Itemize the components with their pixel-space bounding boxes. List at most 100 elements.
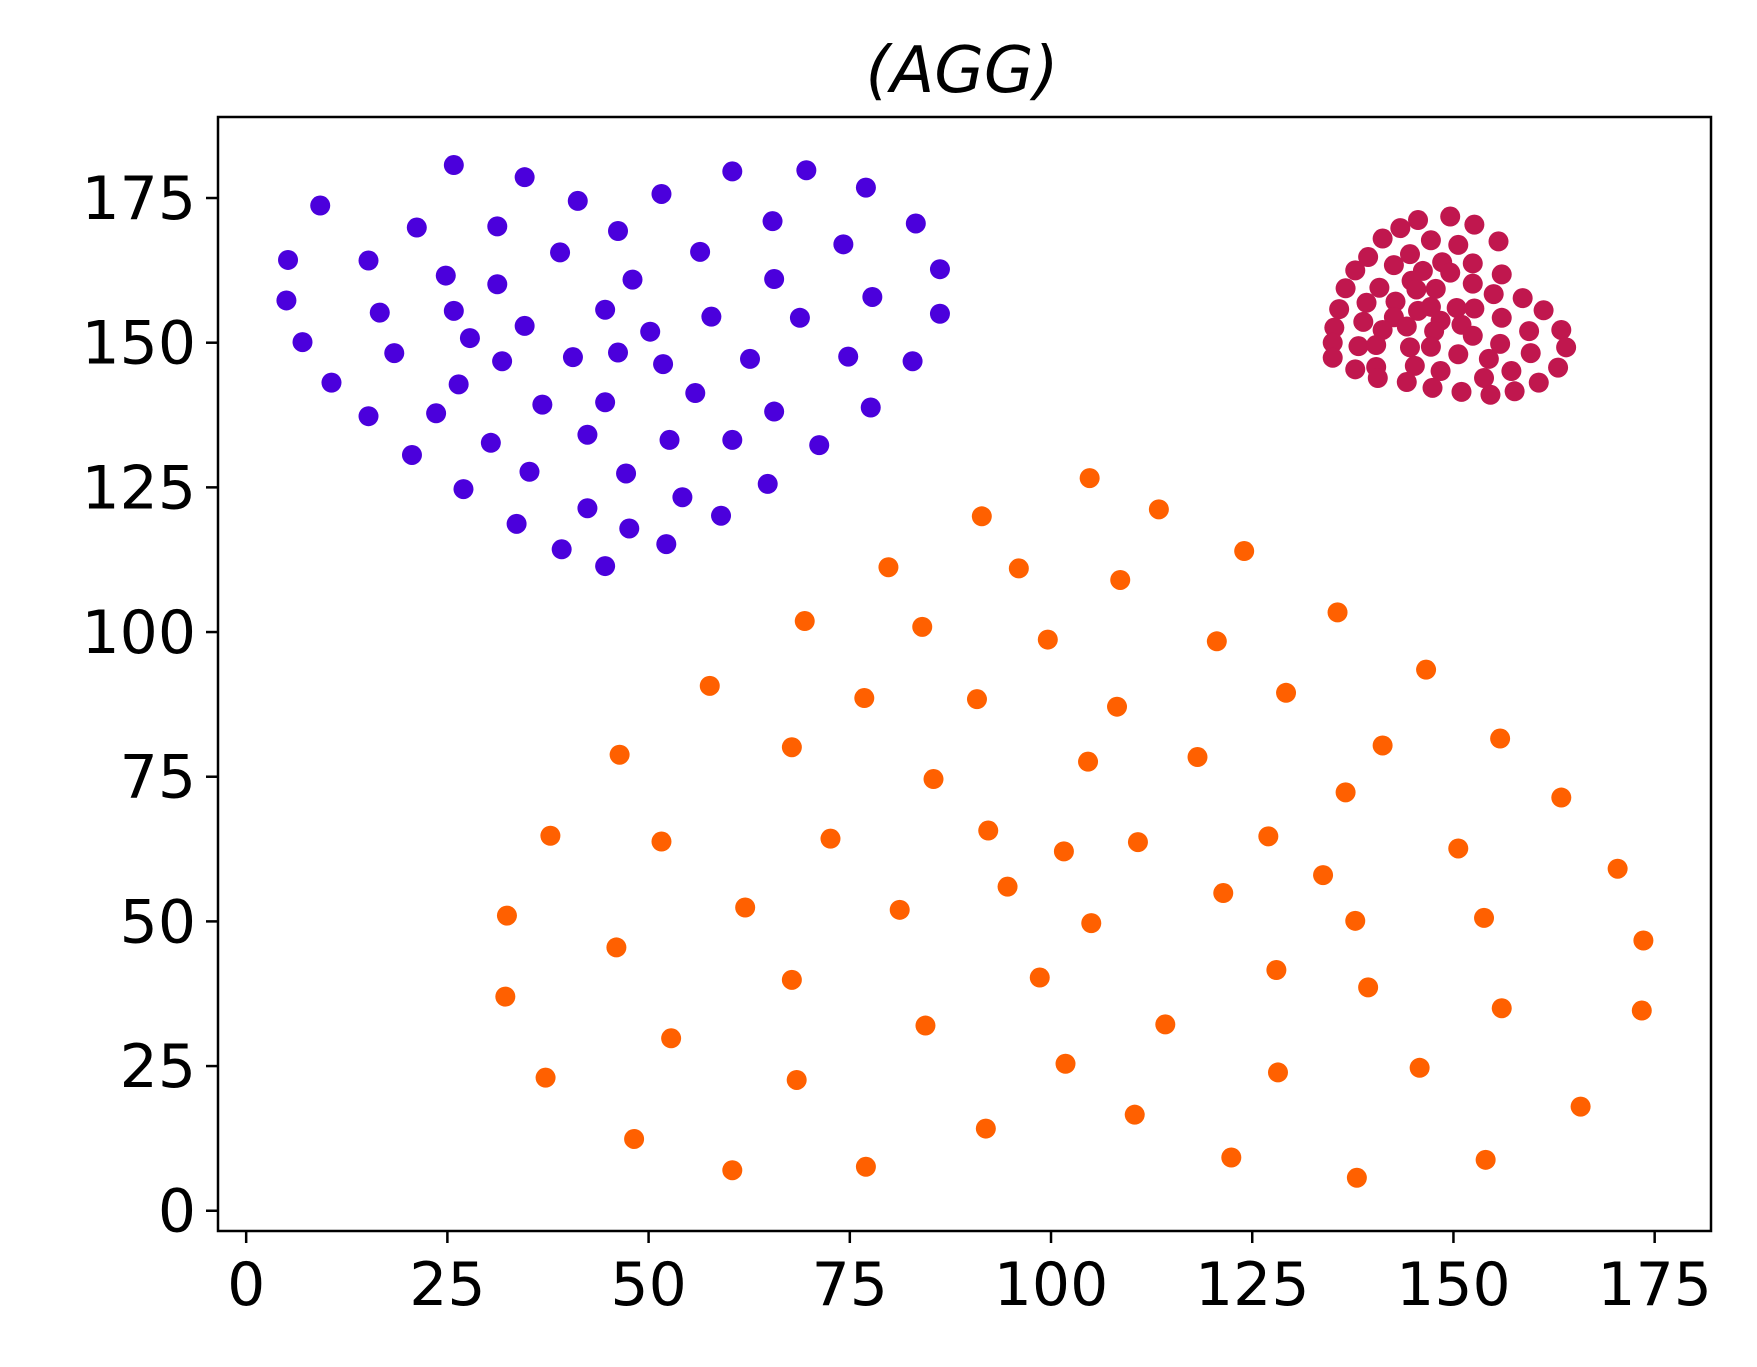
data-point	[1548, 357, 1569, 378]
data-point	[1409, 1057, 1430, 1078]
y-tick-label: 0	[158, 1177, 196, 1247]
data-point	[1353, 311, 1374, 332]
data-points	[276, 155, 1654, 1188]
data-point	[1491, 307, 1512, 328]
data-point	[1440, 262, 1461, 283]
data-point	[1396, 316, 1417, 337]
data-point	[1234, 541, 1255, 562]
x-tick-label: 75	[812, 1250, 888, 1320]
data-point	[889, 899, 910, 920]
data-point	[796, 160, 817, 181]
data-point	[786, 1069, 807, 1090]
data-point	[1478, 348, 1499, 369]
data-point	[1110, 569, 1131, 590]
data-point	[640, 321, 661, 342]
data-point	[690, 241, 711, 262]
data-point	[1107, 696, 1128, 717]
data-point	[762, 211, 783, 232]
data-point	[1462, 253, 1483, 274]
data-point	[1425, 278, 1446, 299]
data-point	[672, 487, 693, 508]
data-point	[1633, 930, 1654, 951]
data-point	[1345, 910, 1366, 931]
data-point	[860, 397, 881, 418]
x-tick-label: 175	[1597, 1250, 1712, 1320]
data-point	[966, 689, 987, 710]
data-point	[1474, 367, 1495, 388]
data-point	[487, 274, 508, 295]
data-point	[514, 315, 535, 336]
data-point	[701, 306, 722, 327]
data-point	[1491, 264, 1512, 285]
data-point	[514, 167, 535, 188]
data-point	[1420, 230, 1441, 251]
data-point	[535, 1067, 556, 1088]
data-point	[1345, 359, 1366, 380]
data-point	[1501, 361, 1522, 382]
data-point	[1399, 244, 1420, 265]
data-point	[540, 825, 561, 846]
data-point	[809, 435, 830, 456]
data-point	[1213, 883, 1234, 904]
data-point	[519, 461, 540, 482]
data-point	[1127, 832, 1148, 853]
data-point	[1462, 325, 1483, 346]
data-point	[735, 897, 756, 918]
data-point	[1446, 297, 1467, 318]
data-point	[699, 675, 720, 696]
x-tick-label: 25	[409, 1250, 485, 1320]
data-point	[1512, 288, 1533, 309]
data-point	[492, 351, 513, 372]
data-point	[1348, 336, 1369, 357]
x-tick-label: 150	[1396, 1250, 1511, 1320]
x-tick-label: 50	[610, 1250, 686, 1320]
data-point	[1520, 343, 1541, 364]
data-point	[1491, 998, 1512, 1019]
data-point	[532, 394, 553, 415]
data-point	[619, 518, 640, 539]
data-point	[1528, 372, 1549, 393]
data-point	[1372, 228, 1393, 249]
data-point	[577, 498, 598, 519]
data-point	[384, 343, 405, 364]
data-point	[1408, 210, 1429, 231]
data-point	[435, 265, 456, 286]
data-point	[651, 831, 672, 852]
data-point	[550, 242, 571, 263]
data-point	[1206, 631, 1227, 652]
data-point	[1533, 300, 1554, 321]
data-point	[1008, 558, 1029, 579]
data-point	[595, 556, 616, 577]
data-point	[1148, 499, 1169, 520]
data-point	[1483, 284, 1504, 305]
data-point	[1464, 214, 1485, 235]
data-point	[443, 300, 464, 321]
y-tick-label: 100	[81, 598, 196, 668]
data-point	[854, 688, 875, 709]
data-point	[1258, 826, 1279, 847]
data-point	[902, 351, 923, 372]
data-point	[915, 1015, 936, 1036]
data-point	[1081, 913, 1102, 934]
data-point	[1053, 841, 1074, 862]
data-point	[838, 346, 859, 367]
data-point	[1221, 1147, 1242, 1168]
data-point	[1358, 977, 1379, 998]
data-point	[659, 429, 680, 450]
data-point	[656, 534, 677, 555]
y-tick-label: 175	[81, 164, 196, 234]
data-point	[1396, 372, 1417, 393]
data-point	[855, 1156, 876, 1177]
data-point	[1551, 787, 1572, 808]
data-point	[1408, 300, 1429, 321]
data-point	[820, 828, 841, 849]
data-point	[1322, 347, 1343, 368]
data-point	[923, 769, 944, 790]
x-tick-label: 0	[227, 1250, 265, 1320]
data-point	[369, 302, 390, 323]
y-tick-label: 25	[120, 1032, 196, 1102]
data-point	[929, 303, 950, 324]
data-point	[1570, 1096, 1591, 1117]
data-point	[1037, 629, 1058, 650]
data-point	[453, 479, 474, 500]
